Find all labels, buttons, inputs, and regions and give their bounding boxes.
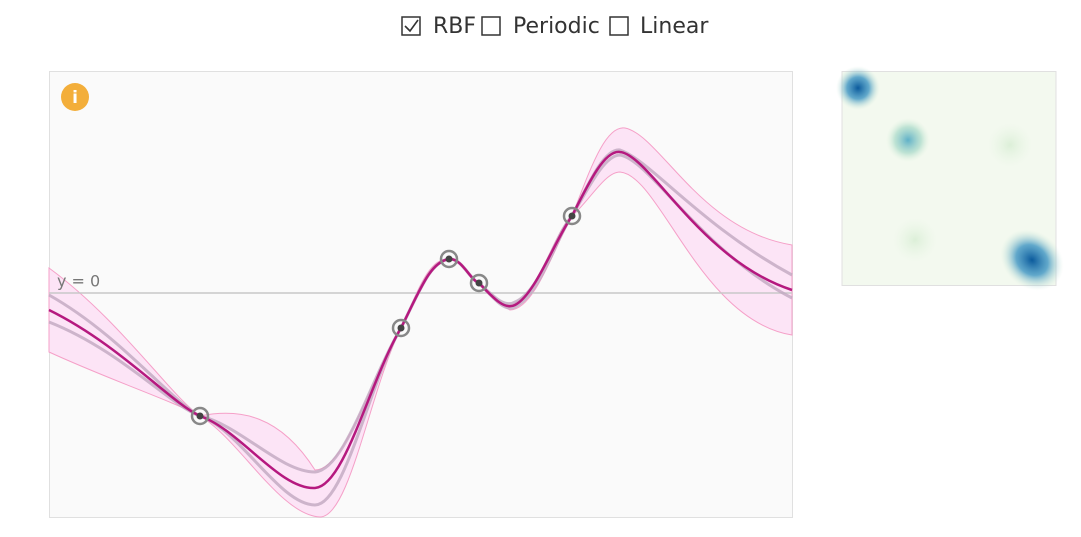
zero-label: y = 0 (57, 272, 100, 291)
checkbox[interactable] (401, 16, 421, 36)
info-icon-glyph: i (72, 88, 78, 108)
kernel-options: RBF Periodic Linear (401, 14, 709, 39)
checkbox-label[interactable]: Periodic (513, 14, 600, 39)
checkbox-label[interactable]: RBF (433, 14, 476, 39)
observations (190, 206, 582, 426)
plot: y = 0 i (48, 71, 793, 518)
info-icon[interactable] (61, 83, 89, 111)
checkbox-label[interactable]: Linear (640, 14, 709, 39)
checkbox[interactable] (481, 16, 501, 36)
checkbox[interactable] (609, 16, 629, 36)
covariance-heatmap (836, 66, 1064, 291)
plot-area[interactable] (49, 71, 793, 518)
checkmark (404, 19, 419, 33)
observation-dots (196, 212, 576, 420)
